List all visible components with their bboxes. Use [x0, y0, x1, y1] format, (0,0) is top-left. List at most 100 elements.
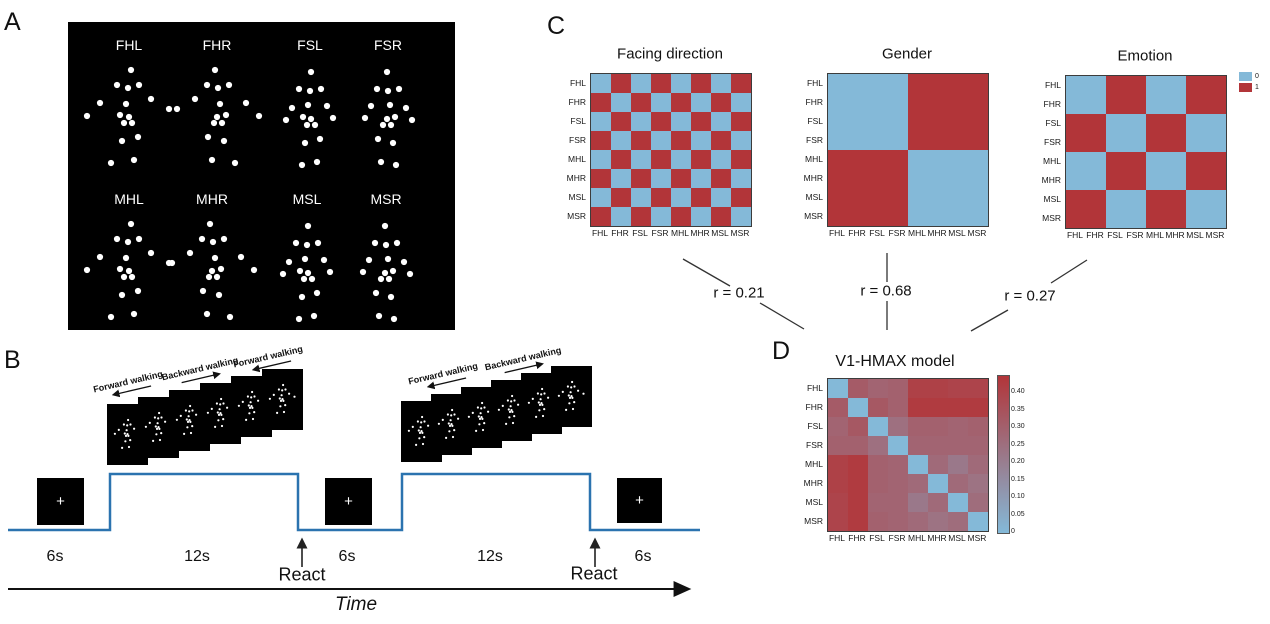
rdm-cell [1126, 171, 1146, 190]
walker-dot [288, 392, 291, 395]
rdm-cell [1206, 95, 1226, 114]
rdm-cell [888, 93, 908, 112]
walker-dot [96, 99, 104, 107]
walker-dot [279, 399, 283, 402]
rdm-cell [591, 169, 611, 188]
rdm-cell [651, 93, 671, 112]
rdm-cell [1146, 171, 1166, 190]
rdm-cell [908, 188, 928, 207]
rdm-cell [671, 207, 691, 226]
walker-dot [121, 446, 124, 449]
walker-dot [384, 255, 392, 263]
rdm-col-label: FSL [1107, 230, 1123, 240]
walker-dot [395, 85, 403, 93]
rdm-row-label: FHL [569, 78, 586, 88]
walker-dot [284, 388, 287, 391]
rdm-row-label: MSR [1042, 213, 1061, 223]
heatmap-cell [868, 417, 888, 436]
rdm-cell [928, 188, 948, 207]
walker-dot [213, 273, 221, 281]
rdm-col-label: MHR [927, 228, 947, 238]
frame-walker [557, 380, 585, 411]
walker-dot [517, 403, 520, 406]
walker-dot [210, 119, 218, 127]
rdm-cell [868, 93, 888, 112]
rdm-title: Facing direction [617, 45, 723, 63]
walker-dot [416, 420, 419, 423]
walker-dot [303, 121, 311, 129]
walker-dot [295, 85, 303, 93]
walker-dot [284, 404, 287, 407]
rdm-cell [868, 150, 888, 169]
rdm-cell [1186, 152, 1206, 171]
rdm-row-label: MSR [804, 211, 823, 221]
walker-dot [215, 291, 223, 299]
rdm-cell [671, 169, 691, 188]
rdm-cell [1086, 209, 1106, 228]
walker-dot [215, 402, 218, 405]
walker-dot [561, 390, 564, 393]
walker-dot [383, 68, 391, 76]
heatmap-cell [968, 398, 988, 417]
walker-dot [130, 156, 138, 164]
walker-dot [547, 396, 550, 399]
walker-dot [158, 427, 161, 430]
walker-dot [249, 401, 252, 404]
rdm-cell [948, 112, 968, 131]
walker-dot [379, 121, 387, 129]
heatmap-cell [908, 417, 928, 436]
walker-dot [148, 421, 151, 424]
walker-dot [218, 119, 226, 127]
walker-dot [501, 404, 504, 407]
walker-dot [571, 396, 574, 399]
walker-dot [199, 287, 207, 295]
rdm-cell [928, 112, 948, 131]
walker-dot [365, 256, 373, 264]
rdm-col-label: MSR [967, 228, 987, 238]
fixation-square: + [37, 478, 84, 525]
rdm-cell [671, 74, 691, 93]
walker-dot [298, 293, 306, 301]
rdm-col-label: FSR [651, 228, 669, 238]
rdm-cell [651, 112, 671, 131]
walker-dot [179, 414, 182, 417]
rdm-cell [928, 131, 948, 150]
walker-dot [447, 422, 450, 425]
walker-dot [288, 104, 296, 112]
walker-dot [272, 393, 275, 396]
rdm-row-label: MHR [566, 173, 586, 183]
walker-FHL: FHL [83, 37, 173, 167]
walker-dot [189, 431, 193, 435]
walker-dot [543, 408, 546, 411]
colorbar-tick-label: 0.25 [1011, 440, 1025, 448]
rdm-cell [908, 112, 928, 131]
heatmap-cell [908, 493, 928, 512]
heatmap-cell [888, 436, 908, 455]
walker-dot [127, 418, 130, 422]
walker-dot [383, 115, 391, 123]
walker-dot [164, 420, 167, 423]
walker-dot [198, 235, 206, 243]
time-axis-label: Time [334, 594, 378, 615]
frame-walker [144, 411, 172, 442]
walker-dot [130, 310, 138, 318]
walker-dot [128, 273, 136, 281]
walker-dot [541, 414, 545, 418]
legend-swatch [1239, 72, 1252, 81]
walker-dot [540, 393, 543, 396]
rdm-cell [611, 131, 631, 150]
walker-dot [377, 275, 385, 283]
duration-label: 12s [477, 548, 503, 565]
walker-dot [206, 411, 209, 414]
panel-d-letter: D [772, 337, 791, 365]
rdm-cell [1066, 95, 1086, 114]
walker-dot [220, 424, 224, 428]
rdm-cell [1186, 76, 1206, 95]
rdm-cell [711, 169, 731, 188]
walking-direction-annotation: Forward walking [407, 361, 480, 395]
walker-dot [543, 392, 546, 395]
heatmap-cell [928, 379, 948, 398]
rdm-cell [671, 93, 691, 112]
heatmap-cell [848, 512, 868, 531]
rdm-col-label: FHL [828, 228, 846, 238]
